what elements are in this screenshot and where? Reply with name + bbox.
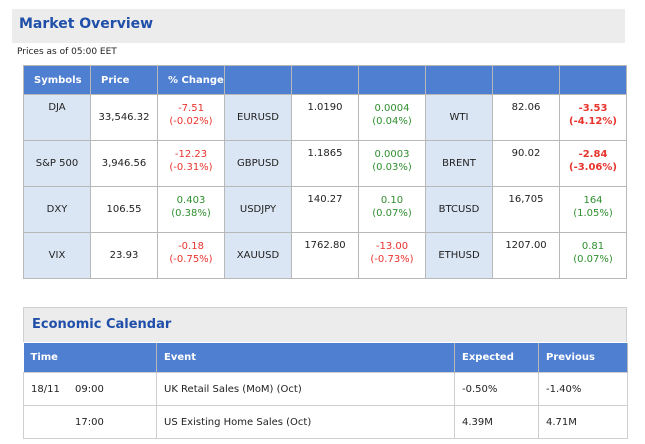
- change-cell: -2.84 (-3.06%): [559, 140, 627, 187]
- market-row: DXY 106.55 0.403 (0.38%) USDJPY 140.27 0.10 (0.…: [23, 186, 627, 233]
- change-cell: 0.0004 (0.04%): [358, 94, 426, 141]
- change-percent: (-0.75%): [169, 254, 213, 265]
- column-header: % Change: [157, 65, 225, 95]
- column-header: Price: [90, 65, 158, 95]
- economic-calendar-table: Time Event Expected Previous 18/11 09:00 U…: [23, 343, 628, 439]
- price-cell: 1762.80: [291, 232, 359, 279]
- change-value: 0.0003: [374, 149, 410, 160]
- market-table-header-row: Symbols Price % Change: [23, 65, 627, 95]
- market-row: S&P 500 3,946.56 -12.23 (-0.31%) GBPUSD 1.186…: [23, 140, 627, 187]
- change-percent: (0.04%): [372, 116, 412, 127]
- event-time: 09:00: [75, 383, 104, 395]
- symbol-cell: XAUUSD: [224, 232, 292, 279]
- change-cell: -3.53 (-4.12%): [559, 94, 627, 141]
- event-time: 17:00: [75, 416, 104, 428]
- change-cell: 0.403 (0.38%): [157, 186, 225, 233]
- change-value: -7.51: [178, 103, 204, 114]
- change-value: 164: [583, 195, 603, 206]
- expected-value: 4.39M: [454, 405, 539, 439]
- price-cell: 106.55: [90, 186, 158, 233]
- expected-value: -0.50%: [454, 372, 539, 406]
- column-header: Symbols: [23, 65, 91, 95]
- change-value: -0.18: [178, 241, 204, 252]
- change-value: -12.23: [174, 149, 208, 160]
- change-cell: -12.23 (-0.31%): [157, 140, 225, 187]
- calendar-header-row: Time Event Expected Previous: [23, 343, 628, 373]
- change-value: -3.53: [578, 103, 608, 114]
- change-cell: 0.81 (0.07%): [559, 232, 627, 279]
- previous-value: 4.71M: [538, 405, 628, 439]
- market-overview-table: Symbols Price % Change DJA 33,546.32 -7.51…: [23, 65, 627, 279]
- symbol-cell: BRENT: [425, 140, 493, 187]
- change-cell: 164 (1.05%): [559, 186, 627, 233]
- event-name: UK Retail Sales (MoM) (Oct): [156, 372, 455, 406]
- calendar-row: 18/11 09:00 UK Retail Sales (MoM) (Oct) -0.…: [23, 372, 628, 406]
- time-cell: 17:00: [23, 405, 157, 439]
- prices-timestamp: Prices as of 05:00 EET: [17, 47, 117, 57]
- calendar-row: 17:00 US Existing Home Sales (Oct) 4.39M 4.…: [23, 405, 628, 439]
- price-cell: 1.1865: [291, 140, 359, 187]
- change-percent: (-0.31%): [169, 162, 213, 173]
- change-percent: (0.38%): [171, 208, 211, 219]
- change-value: -13.00: [375, 241, 409, 252]
- column-header: Event: [156, 343, 455, 373]
- column-header: Expected: [454, 343, 539, 373]
- symbol-cell: VIX: [23, 232, 91, 279]
- change-value: 0.10: [380, 195, 404, 206]
- event-date: 18/11: [31, 383, 60, 395]
- change-percent: (1.05%): [573, 208, 613, 219]
- column-header: Time: [23, 343, 157, 373]
- price-cell: 1207.00: [492, 232, 560, 279]
- price-cell: 140.27: [291, 186, 359, 233]
- change-percent: (-0.02%): [169, 116, 213, 127]
- change-value: 0.0004: [374, 103, 410, 114]
- price-cell: 82.06: [492, 94, 560, 141]
- column-header: [358, 65, 426, 95]
- market-row: VIX 23.93 -0.18 (-0.75%) XAUUSD 1762.80 -13.00…: [23, 232, 627, 279]
- column-header: [559, 65, 627, 95]
- change-percent: (-3.06%): [569, 162, 617, 173]
- market-overview-header: Market Overview: [12, 9, 625, 43]
- symbol-cell: DXY: [23, 186, 91, 233]
- previous-value: -1.40%: [538, 372, 628, 406]
- symbol-cell: GBPUSD: [224, 140, 292, 187]
- change-cell: -13.00 (-0.73%): [358, 232, 426, 279]
- symbol-cell: ETHUSD: [425, 232, 493, 279]
- change-percent: (-0.73%): [370, 254, 414, 265]
- event-name: US Existing Home Sales (Oct): [156, 405, 455, 439]
- change-percent: (0.03%): [372, 162, 412, 173]
- price-cell: 23.93: [90, 232, 158, 279]
- change-value: -2.84: [578, 149, 608, 160]
- column-header: [224, 65, 292, 95]
- column-header: [492, 65, 560, 95]
- price-cell: 1.0190: [291, 94, 359, 141]
- change-cell: -7.51 (-0.02%): [157, 94, 225, 141]
- change-percent: (-4.12%): [569, 116, 617, 127]
- symbol-cell: WTI: [425, 94, 493, 141]
- change-percent: (0.07%): [573, 254, 613, 265]
- change-percent: (0.07%): [372, 208, 412, 219]
- change-cell: 0.10 (0.07%): [358, 186, 426, 233]
- symbol-cell: DJA: [23, 94, 91, 141]
- market-overview-title: Market Overview: [19, 16, 154, 32]
- change-cell: 0.0003 (0.03%): [358, 140, 426, 187]
- symbol-cell: USDJPY: [224, 186, 292, 233]
- change-value: 0.403: [176, 195, 206, 206]
- price-cell: 16,705: [492, 186, 560, 233]
- column-header: [291, 65, 359, 95]
- column-header: [425, 65, 493, 95]
- change-value: 0.81: [581, 241, 605, 252]
- price-cell: 3,946.56: [90, 140, 158, 187]
- time-cell: 18/11 09:00: [23, 372, 157, 406]
- symbol-cell: BTCUSD: [425, 186, 493, 233]
- price-cell: 33,546.32: [90, 94, 158, 141]
- economic-calendar-header: Economic Calendar: [23, 307, 627, 342]
- column-header: Previous: [538, 343, 628, 373]
- change-cell: -0.18 (-0.75%): [157, 232, 225, 279]
- price-cell: 90.02: [492, 140, 560, 187]
- economic-calendar-title: Economic Calendar: [32, 317, 172, 332]
- market-row: DJA 33,546.32 -7.51 (-0.02%) EURUSD 1.0190 0.0…: [23, 94, 627, 141]
- symbol-cell: EURUSD: [224, 94, 292, 141]
- symbol-cell: S&P 500: [23, 140, 91, 187]
